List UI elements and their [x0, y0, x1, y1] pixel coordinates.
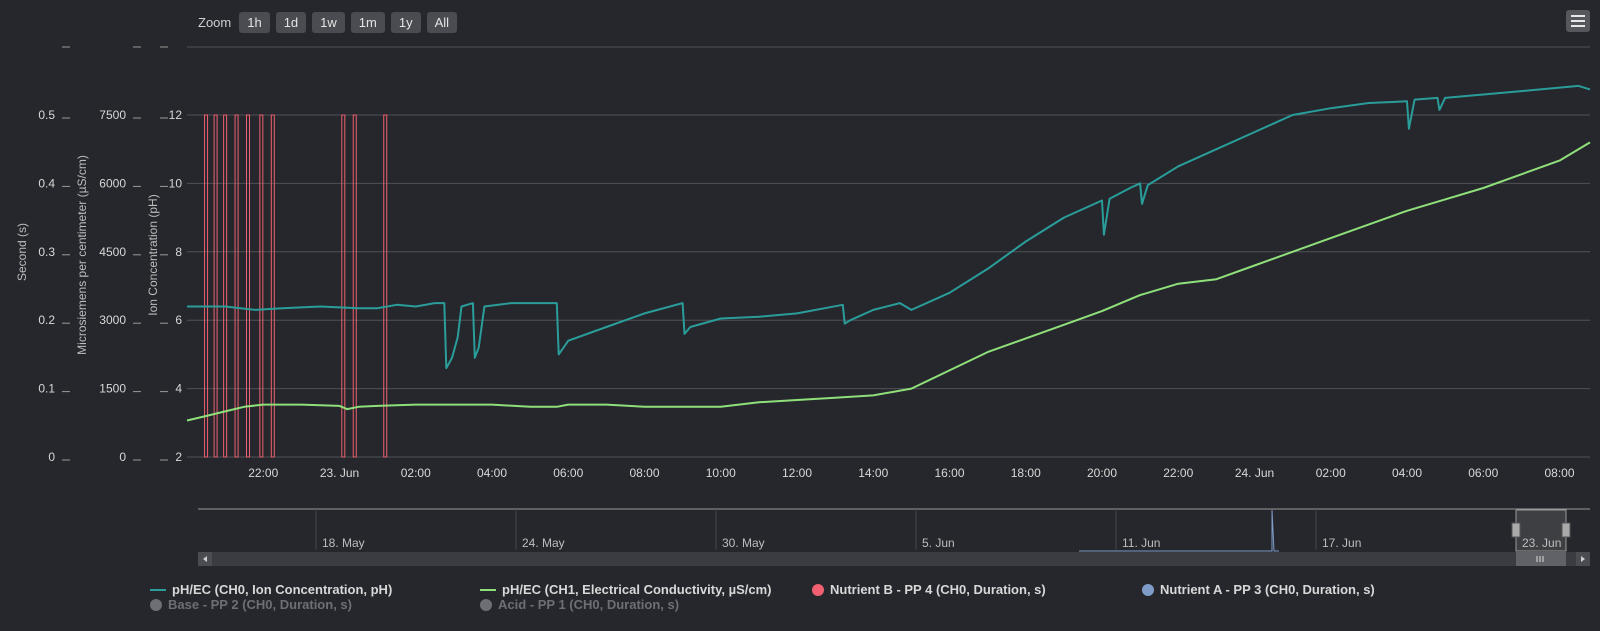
hamburger-menu-icon[interactable] [1566, 10, 1590, 32]
zoom-all-button[interactable]: All [426, 11, 458, 33]
x-tick-label: 23. Jun [320, 466, 359, 480]
x-tick-label: 18:00 [1011, 466, 1041, 480]
scrollbar-track[interactable] [198, 552, 1590, 566]
navigator-handle-left[interactable] [1511, 522, 1521, 538]
nutrient-b-event [204, 114, 209, 458]
y-tick-label: 0.4 [38, 176, 55, 190]
legend-item[interactable]: pH/EC (CH1, Electrical Conductivity, µS/… [480, 582, 771, 597]
legend-item[interactable]: Acid - PP 1 (CH0, Duration, s) [480, 597, 679, 612]
x-tick-label: 02:00 [1316, 466, 1346, 480]
x-tick-label: 04:00 [477, 466, 507, 480]
y-tick-label: 0.1 [38, 382, 55, 396]
legend-line-symbol [150, 588, 166, 591]
x-tick-label: 12:00 [782, 466, 812, 480]
legend-line-symbol [480, 588, 496, 591]
x-tick-label: 02:00 [401, 466, 431, 480]
navigator-series-line [1079, 509, 1279, 552]
navigator-tick-label: 30. May [722, 536, 765, 550]
x-tick-label: 06:00 [1468, 466, 1498, 480]
zoom-1m-button[interactable]: 1m [350, 11, 385, 33]
x-tick-label: 04:00 [1392, 466, 1422, 480]
x-tick-label: 06:00 [553, 466, 583, 480]
legend-dot-symbol [1142, 583, 1154, 596]
ph-series-line [187, 84, 1591, 370]
navigator-tick-label: 17. Jun [1322, 536, 1361, 550]
nutrient-b-event [213, 114, 218, 458]
zoom-1y-button[interactable]: 1y [390, 11, 421, 33]
chart: Second (s) Microsiemens per centimeter (µ… [15, 46, 1591, 566]
navigator-selection[interactable] [1515, 509, 1567, 552]
navigator-handle-right[interactable] [1561, 522, 1571, 538]
navigator-tick-label: 5. Jun [922, 536, 955, 550]
scroll-right-icon [1581, 556, 1585, 562]
y-tick-label: 6000 [99, 176, 126, 190]
y-tick-label: 3000 [99, 313, 126, 327]
legend-dot-symbol [812, 583, 824, 596]
zoom-toolbar: Zoom 1h 1d 1w 1m 1y All [198, 10, 458, 34]
nutrient-b-event [234, 114, 239, 458]
x-tick-label: 20:00 [1087, 466, 1117, 480]
navigator-tick-label: 11. Jun [1122, 536, 1160, 550]
zoom-1w-button[interactable]: 1w [312, 11, 345, 33]
y-tick-label: 0.3 [38, 245, 55, 259]
x-tick-label: 08:00 [629, 466, 659, 480]
navigator-tick-label: 18. May [322, 536, 365, 550]
y-axis-title: Microsiemens per centimeter (µS/cm) [75, 155, 89, 355]
y-tick-label: 1500 [99, 382, 126, 396]
x-tick-label: 22:00 [248, 466, 278, 480]
scroll-left-icon [203, 556, 207, 562]
legend-item-label: Acid - PP 1 (CH0, Duration, s) [498, 597, 680, 612]
nutrient-b-event [352, 114, 357, 458]
legend-item-label: Nutrient A - PP 3 (CH0, Duration, s) [1160, 582, 1375, 597]
y-tick-label: 0.5 [38, 108, 55, 122]
navigator-tick-label: 23. Jun [1522, 536, 1561, 550]
y-tick-label: 4500 [99, 245, 126, 259]
x-tick-label: 14:00 [858, 466, 888, 480]
zoom-1d-button[interactable]: 1d [275, 11, 307, 33]
legend-item-label: pH/EC (CH1, Electrical Conductivity, µS/… [502, 582, 772, 597]
navigator-tick-label: 24. May [522, 536, 565, 550]
legend-dot-symbol [480, 598, 492, 611]
y-tick-label: 4 [175, 382, 182, 396]
nutrient-b-event [270, 114, 275, 458]
x-tick-label: 08:00 [1544, 466, 1574, 480]
zoom-1h-button[interactable]: 1h [239, 11, 270, 33]
y-tick-label: 10 [169, 176, 183, 190]
legend-item-label: Base - PP 2 (CH0, Duration, s) [168, 597, 352, 612]
nutrient-b-event [383, 114, 388, 458]
x-tick-label: 24. Jun [1235, 466, 1274, 480]
y-tick-label: 8 [175, 245, 182, 259]
legend-item[interactable]: Nutrient A - PP 3 (CH0, Duration, s) [1142, 582, 1375, 597]
legend-item[interactable]: pH/EC (CH0, Ion Concentration, pH) [150, 582, 392, 597]
y-tick-label: 0.2 [38, 313, 55, 327]
y-axis-title: Second (s) [15, 223, 29, 281]
y-tick-label: 7500 [99, 108, 126, 122]
nutrient-b-event [246, 114, 250, 458]
y-axis-title: Ion Concentration (pH) [146, 194, 160, 315]
y-tick-label: 6 [175, 313, 182, 327]
y-tick-label: 2 [175, 450, 182, 464]
x-tick-label: 22:00 [1163, 466, 1193, 480]
y-tick-label: 0 [119, 450, 126, 464]
legend-item[interactable]: Base - PP 2 (CH0, Duration, s) [150, 597, 352, 612]
y-tick-label: 0 [48, 450, 55, 464]
legend-item-label: Nutrient B - PP 4 (CH0, Duration, s) [830, 582, 1046, 597]
x-tick-label: 10:00 [706, 466, 736, 480]
ec-series-line [186, 141, 1591, 422]
y-tick-label: 12 [169, 108, 183, 122]
legend: pH/EC (CH0, Ion Concentration, pH) pH/EC … [150, 582, 1590, 622]
zoom-label: Zoom [198, 14, 232, 30]
nutrient-b-event [259, 114, 264, 458]
nutrient-b-event [341, 114, 346, 458]
scrollbar-grip-icon [1536, 556, 1544, 562]
scrollbar-thumb[interactable] [1516, 552, 1566, 566]
x-tick-label: 16:00 [934, 466, 964, 480]
legend-item[interactable]: Nutrient B - PP 4 (CH0, Duration, s) [812, 582, 1046, 597]
legend-item-label: pH/EC (CH0, Ion Concentration, pH) [172, 582, 393, 597]
legend-dot-symbol [150, 598, 162, 611]
nutrient-b-event [223, 114, 228, 458]
